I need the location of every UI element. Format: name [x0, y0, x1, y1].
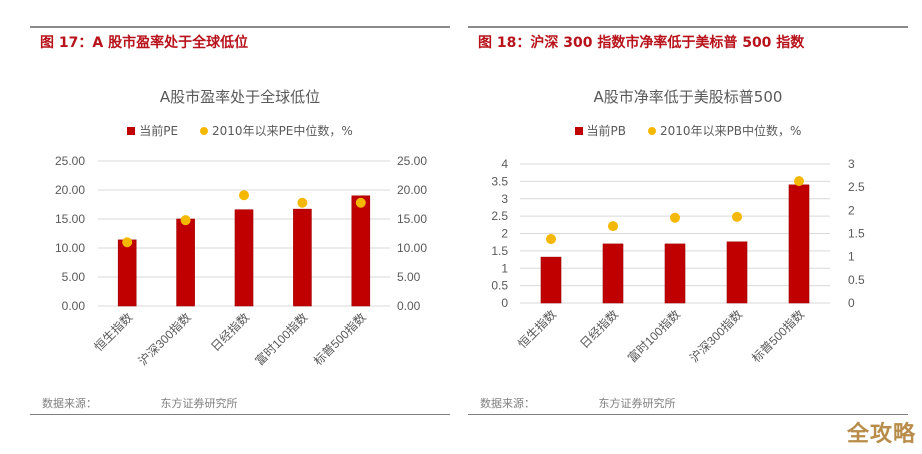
legend-label: 当前PB [586, 124, 627, 138]
median-marker [794, 176, 804, 187]
chart-title: A股市净率低于美股标普500 [593, 88, 783, 106]
source-line: 数据来源： 东方证券研究所 [42, 395, 238, 411]
y-left-tick: 1.5 [491, 244, 508, 258]
figure-18-panel: 图 18：沪深 300 指数市净率低于美标普 500 指数 A股市净率低于美股标… [468, 0, 908, 420]
x-category-label: 恒生指数 [515, 307, 560, 352]
y-right-tick: 2 [848, 203, 855, 217]
bottom-divider [30, 414, 450, 415]
x-category-label: 沪深300指数 [686, 307, 745, 366]
y-left-tick: 2 [501, 227, 508, 241]
top-divider [30, 26, 450, 28]
median-marker [180, 215, 191, 226]
chart-title: A股市盈率处于全球低位 [159, 88, 321, 106]
y-left-tick: 3 [501, 192, 508, 206]
figure-title: 图 18：沪深 300 指数市净率低于美标普 500 指数 [478, 35, 805, 51]
y-left-tick: 2.5 [491, 209, 508, 223]
data-bar [540, 256, 562, 304]
bar-swatch-icon [574, 126, 583, 135]
y-right-tick: 0.5 [848, 273, 865, 287]
y-left-tick: 0 [501, 296, 508, 310]
legend-label: 当前PE [139, 124, 179, 138]
median-marker [297, 197, 308, 208]
legend-item-bar: 当前PB [574, 122, 627, 139]
y-right-tick: 1.5 [848, 227, 865, 241]
y-right-tick: 20.00 [397, 183, 427, 197]
data-bar [176, 218, 195, 307]
median-marker [122, 237, 133, 248]
data-bar [726, 241, 748, 304]
bar-swatch-icon [127, 126, 136, 135]
y-left-tick: 3.5 [491, 174, 508, 188]
y-left-tick: 4 [501, 157, 508, 171]
x-category-label: 日经指数 [208, 310, 253, 355]
source-label: 数据来源： [480, 397, 535, 410]
data-bar [117, 239, 137, 307]
data-bar [788, 184, 810, 304]
y-left-tick: 0.00 [62, 299, 86, 313]
source-org: 东方证券研究所 [598, 397, 676, 410]
pb-chart-plot: 0 0.5 1 1.5 2 2.5 3 3.5 4 0 0.5 1 1.5 2 2.5 3 恒生指数 日经指数 富时… [491, 157, 865, 366]
legend-item-dot: 2010年以来PE中位数，% [200, 122, 353, 139]
source-label: 数据来源： [42, 397, 97, 410]
top-divider [468, 26, 908, 28]
pe-chart-plot: 0.00 5.00 10.00 15.00 20.00 25.00 0.00 5.00 10.0… [55, 154, 427, 369]
y-right-tick: 3 [848, 157, 855, 171]
source-org: 东方证券研究所 [160, 397, 238, 410]
x-category-label: 恒生指数 [91, 310, 136, 355]
dot-swatch-icon [200, 126, 209, 135]
y-right-tick: 0 [848, 296, 855, 310]
x-category-label: 富时100指数 [624, 307, 683, 366]
y-right-tick: 0.00 [397, 299, 421, 313]
y-right-tick: 15.00 [397, 212, 427, 226]
x-category-label: 标普500指数 [748, 307, 807, 366]
median-marker [608, 221, 618, 232]
data-bar [234, 209, 254, 307]
bottom-divider [468, 414, 908, 415]
y-right-tick: 1 [848, 250, 855, 264]
y-left-tick: 10.00 [55, 241, 85, 255]
source-line: 数据来源： 东方证券研究所 [480, 395, 676, 411]
x-category-label: 富时100指数 [252, 310, 311, 369]
chart-legend: 当前PB 2010年以来PB中位数，% [468, 122, 908, 139]
figure-title: 图 17：A 股市盈率处于全球低位 [40, 35, 249, 51]
y-right-tick: 25.00 [397, 154, 427, 168]
median-marker [670, 212, 680, 223]
watermark-logo: 全攻略 [846, 422, 916, 447]
median-marker [546, 234, 556, 245]
y-right-tick: 10.00 [397, 241, 427, 255]
figure-17-panel: 图 17：A 股市盈率处于全球低位 A股市盈率处于全球低位 当前PE 2010年… [30, 0, 450, 420]
legend-label: 2010年以来PE中位数，% [212, 124, 353, 138]
median-marker [239, 190, 249, 201]
legend-label: 2010年以来PB中位数，% [660, 124, 802, 138]
legend-item-bar: 当前PE [127, 122, 178, 139]
y-right-tick: 2.5 [848, 180, 865, 194]
data-bar [602, 243, 624, 304]
dot-swatch-icon [648, 126, 657, 135]
data-bar [351, 195, 371, 307]
data-bar [664, 243, 686, 304]
median-marker [355, 197, 366, 208]
x-category-label: 沪深300指数 [135, 310, 194, 369]
y-left-tick: 20.00 [55, 183, 85, 197]
y-left-tick: 5.00 [62, 270, 86, 284]
x-category-label: 日经指数 [577, 307, 622, 352]
y-right-tick: 5.00 [397, 270, 421, 284]
y-left-tick: 1 [501, 261, 508, 275]
x-category-label: 标普500指数 [310, 310, 369, 369]
y-left-tick: 25.00 [55, 154, 85, 168]
chart-legend: 当前PE 2010年以来PE中位数，% [30, 122, 450, 139]
y-left-tick: 15.00 [55, 212, 85, 226]
y-left-tick: 0.5 [491, 279, 508, 293]
data-bar [293, 208, 312, 307]
legend-item-dot: 2010年以来PB中位数，% [648, 122, 801, 139]
median-marker [732, 211, 742, 222]
